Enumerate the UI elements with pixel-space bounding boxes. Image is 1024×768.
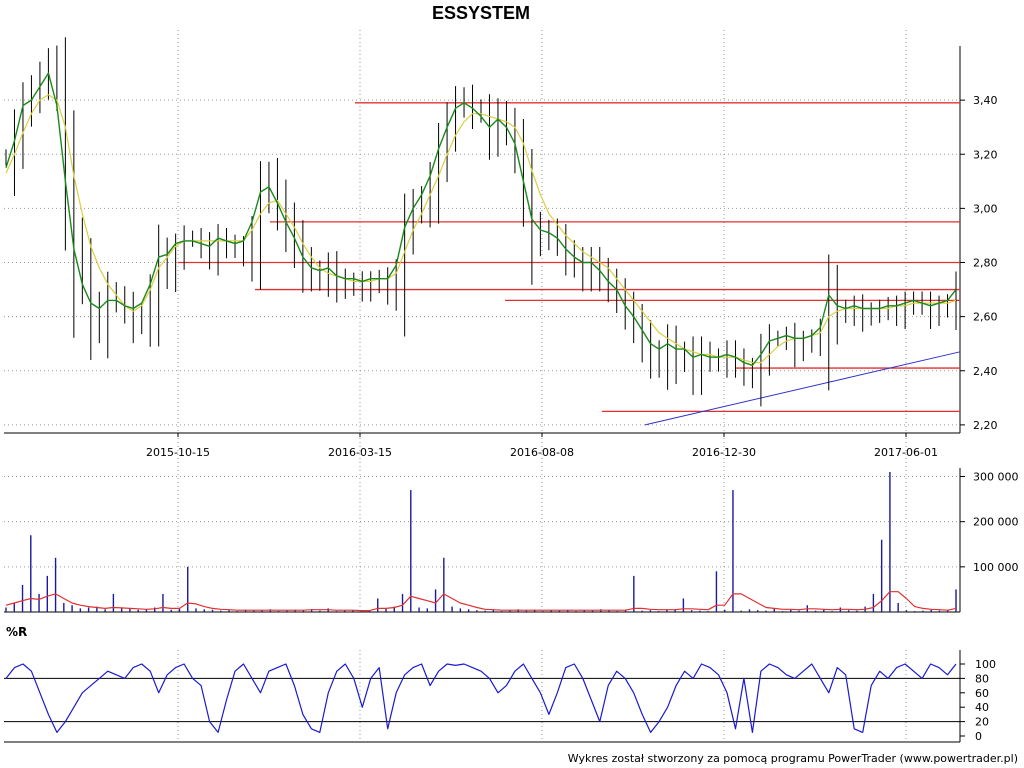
volume-tick-label: 300 000 — [973, 471, 1019, 484]
williams-r-tick-label: 20 — [975, 716, 989, 729]
volume-tick-label: 200 000 — [973, 516, 1019, 529]
date-tick-label: 2015-10-15 — [146, 446, 210, 459]
volume-tick-label: 100 000 — [973, 561, 1019, 574]
williams-r-line — [5, 663, 957, 734]
price-y-ticks: 2,20 2,40 2,60 2,80 3,00 3,20 3,40 — [960, 94, 998, 432]
williams-r-polyline — [5, 663, 957, 734]
footer-credit: Wykres został stworzony za pomocą progra… — [568, 752, 1018, 765]
date-x-ticks: 2015-10-15 2016-03-15 2016-08-08 2016-12-30… — [146, 433, 938, 459]
price-tick-label: 2,80 — [973, 257, 998, 270]
moving-average-short-line — [5, 72, 957, 366]
williams-r-tick-label: 100 — [975, 658, 996, 671]
williams-r-tick-label: 0 — [975, 730, 982, 743]
price-tick-label: 3,00 — [973, 202, 998, 215]
support-resistance-lines — [178, 102, 960, 412]
williams-r-tick-label: 60 — [975, 687, 989, 700]
moving-average-short — [5, 72, 957, 366]
williams-r-label: %R — [6, 625, 27, 639]
trendline — [644, 351, 961, 426]
volume-y-ticks: 100 000 200 000 300 000 — [960, 471, 1019, 574]
volume-average-polyline — [5, 591, 957, 612]
williams-r-tick-label: 40 — [975, 701, 989, 714]
chart-title: ESSYSTEM — [432, 3, 530, 23]
price-tick-label: 3,40 — [973, 94, 998, 107]
williams-r-reference-lines — [4, 677, 960, 723]
moving-average-long — [5, 94, 957, 364]
price-tick-label: 2,20 — [973, 419, 998, 432]
volume-bars — [5, 472, 957, 612]
date-tick-label: 2016-08-08 — [510, 446, 574, 459]
price-tick-label: 3,20 — [973, 148, 998, 161]
volume-average-line — [5, 591, 957, 612]
date-tick-label: 2016-12-30 — [692, 446, 756, 459]
williams-r-tick-label: 80 — [975, 672, 989, 685]
volume-grid — [4, 476, 960, 568]
price-panel: 2,202,402,602,803,003,203,40 2015-10-15 2… — [4, 30, 998, 612]
moving-average-long-line — [5, 94, 957, 364]
williams-r-grid — [177, 650, 907, 742]
price-tick-label: 2,40 — [973, 365, 998, 378]
price-bars — [5, 37, 957, 407]
volume-panel: 100 000 200 000 300 000 — [4, 468, 1019, 613]
trendline-segment — [644, 351, 961, 426]
price-tick-label: 2,60 — [973, 311, 998, 324]
date-tick-label: 2016-03-15 — [328, 446, 392, 459]
date-tick-label: 2017-06-01 — [874, 446, 938, 459]
